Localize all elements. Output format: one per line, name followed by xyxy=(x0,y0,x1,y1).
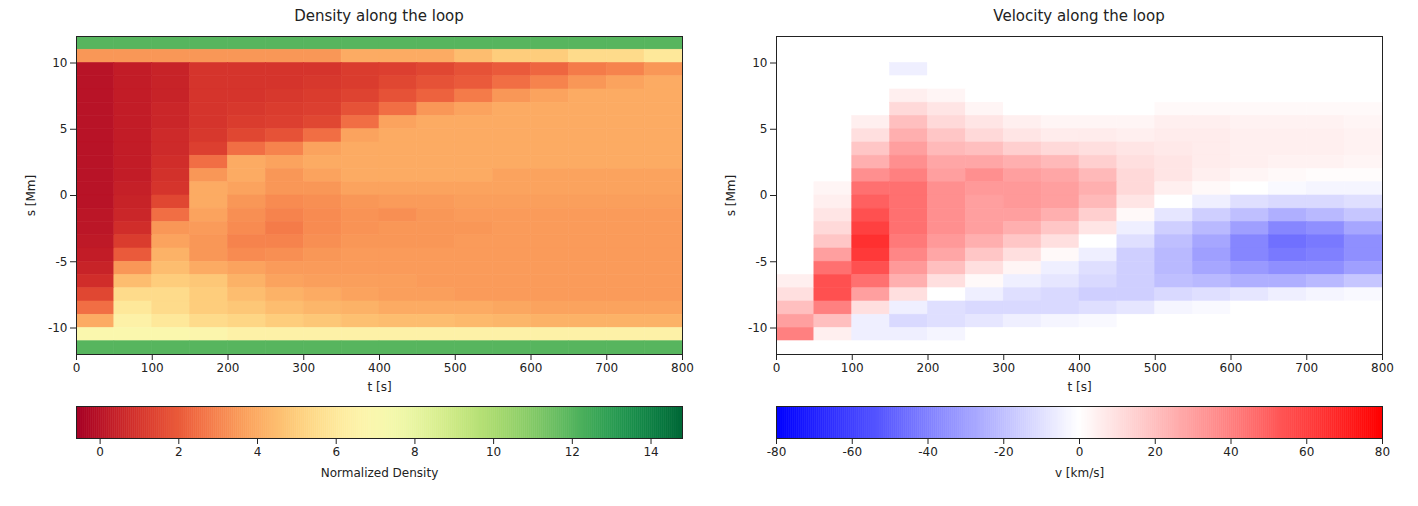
svg-text:800: 800 xyxy=(671,361,694,375)
svg-text:-5: -5 xyxy=(56,255,68,269)
svg-text:s [Mm]: s [Mm] xyxy=(724,175,738,216)
svg-text:t [s]: t [s] xyxy=(1067,380,1091,394)
svg-text:700: 700 xyxy=(595,361,618,375)
svg-text:5: 5 xyxy=(760,122,768,136)
svg-text:6: 6 xyxy=(332,445,340,459)
svg-text:10: 10 xyxy=(486,445,501,459)
svg-text:300: 300 xyxy=(292,361,315,375)
svg-text:-40: -40 xyxy=(918,445,938,459)
svg-text:12: 12 xyxy=(565,445,580,459)
svg-text:100: 100 xyxy=(841,361,864,375)
svg-text:-5: -5 xyxy=(756,255,768,269)
svg-text:60: 60 xyxy=(1299,445,1314,459)
svg-text:0: 0 xyxy=(73,361,81,375)
html-text:Velocity along the loop: Velocity along the loop xyxy=(993,7,1165,25)
html-text:Density along the loop: Density along the loop xyxy=(294,7,464,25)
svg-text:500: 500 xyxy=(444,361,467,375)
svg-text:-10: -10 xyxy=(748,321,768,335)
svg-text:14: 14 xyxy=(643,445,658,459)
svg-text:4: 4 xyxy=(254,445,262,459)
svg-text:300: 300 xyxy=(992,361,1015,375)
svg-text:0: 0 xyxy=(96,445,104,459)
svg-text:5: 5 xyxy=(60,122,68,136)
svg-text:200: 200 xyxy=(217,361,240,375)
svg-text:-20: -20 xyxy=(994,445,1014,459)
svg-text:600: 600 xyxy=(520,361,543,375)
svg-text:200: 200 xyxy=(917,361,940,375)
svg-text:v [km/s]: v [km/s] xyxy=(1055,466,1104,480)
svg-text:700: 700 xyxy=(1295,361,1318,375)
svg-text:s [Mm]: s [Mm] xyxy=(24,175,38,216)
svg-text:2: 2 xyxy=(175,445,183,459)
svg-text:400: 400 xyxy=(368,361,391,375)
svg-text:0: 0 xyxy=(760,188,768,202)
svg-text:400: 400 xyxy=(1068,361,1091,375)
svg-text:0: 0 xyxy=(1076,445,1084,459)
svg-text:80: 80 xyxy=(1375,445,1390,459)
svg-text:20: 20 xyxy=(1148,445,1163,459)
svg-text:100: 100 xyxy=(141,361,164,375)
svg-text:-80: -80 xyxy=(767,445,787,459)
svg-text:-10: -10 xyxy=(48,321,68,335)
svg-text:0: 0 xyxy=(773,361,781,375)
svg-text:-60: -60 xyxy=(842,445,862,459)
svg-text:500: 500 xyxy=(1144,361,1167,375)
svg-text:t [s]: t [s] xyxy=(367,380,391,394)
svg-text:10: 10 xyxy=(752,56,767,70)
svg-text:10: 10 xyxy=(52,56,67,70)
svg-text:Normalized Density: Normalized Density xyxy=(321,466,439,480)
svg-text:40: 40 xyxy=(1223,445,1238,459)
svg-text:0: 0 xyxy=(60,188,68,202)
svg-text:8: 8 xyxy=(411,445,419,459)
svg-text:800: 800 xyxy=(1371,361,1394,375)
svg-text:600: 600 xyxy=(1220,361,1243,375)
